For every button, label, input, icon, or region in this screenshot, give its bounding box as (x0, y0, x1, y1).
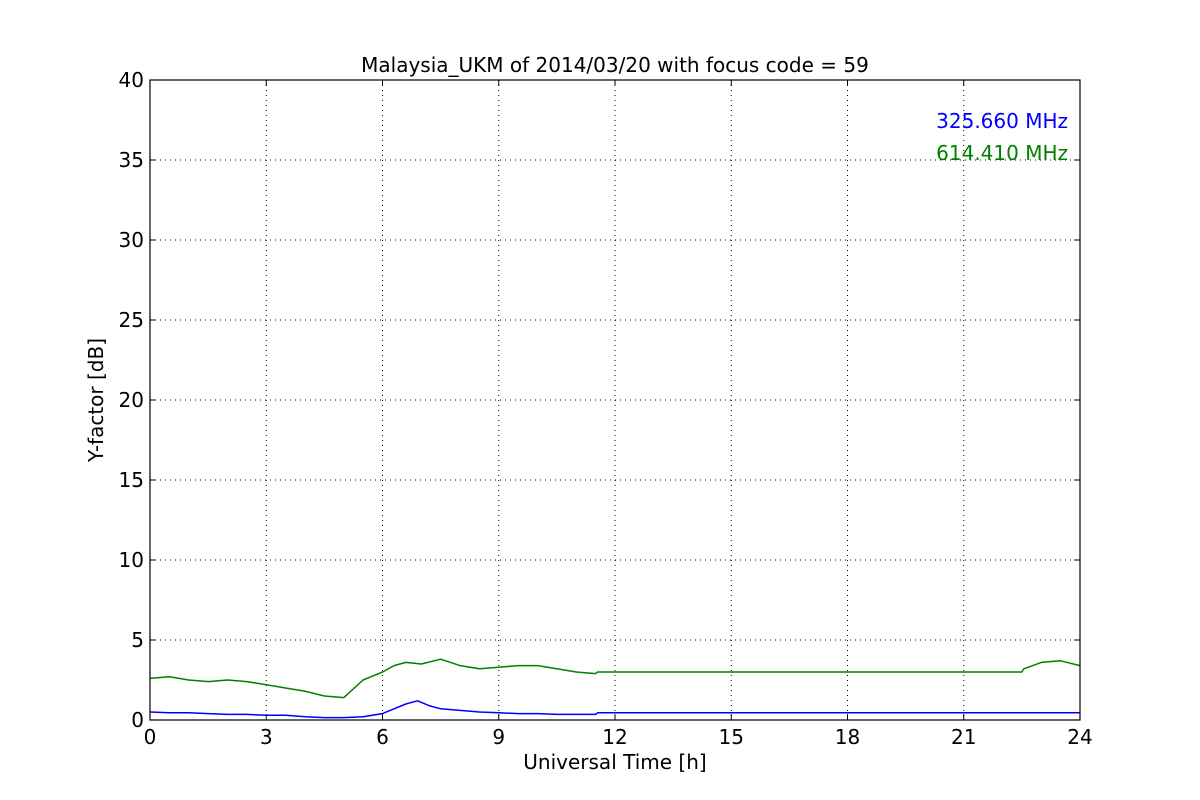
x-tick-label: 9 (492, 725, 505, 749)
x-tick-label: 24 (1067, 725, 1092, 749)
y-tick-label: 35 (119, 148, 144, 172)
x-tick-label: 15 (719, 725, 744, 749)
x-tick-label: 6 (376, 725, 389, 749)
x-tick-label: 12 (602, 725, 627, 749)
series-line-2 (149, 658, 1081, 699)
legend-entry-series-1: 325.660 MHz (936, 109, 1068, 133)
series-layer (149, 658, 1081, 719)
legend-entry-series-2: 614.410 MHz (936, 141, 1068, 165)
chart-title: Malaysia_UKM of 2014/03/20 with focus co… (361, 53, 869, 77)
x-tick-label: 18 (835, 725, 860, 749)
y-tick-label: 10 (119, 548, 144, 572)
y-tick-label: 5 (131, 628, 144, 652)
y-tick-label: 30 (119, 228, 144, 252)
x-tick-label: 21 (951, 725, 976, 749)
x-axis-label: Universal Time [h] (523, 750, 706, 774)
grid-layer (150, 80, 1080, 720)
y-tick-label: 15 (119, 468, 144, 492)
y-tick-label: 0 (131, 708, 144, 732)
tick-layer: 0 3 6 9 12 15 18 21 24 0 5 10 15 20 25 30 35 40 (119, 68, 1093, 749)
x-tick-label: 3 (260, 725, 273, 749)
x-tick-label: 0 (144, 725, 157, 749)
y-tick-label: 40 (119, 68, 144, 92)
y-tick-label: 20 (119, 388, 144, 412)
series-line-1 (149, 700, 1080, 719)
y-tick-label: 25 (119, 308, 144, 332)
y-axis-label: Y-factor [dB] (84, 338, 108, 463)
legend: 325.660 MHz 614.410 MHz (936, 109, 1068, 165)
